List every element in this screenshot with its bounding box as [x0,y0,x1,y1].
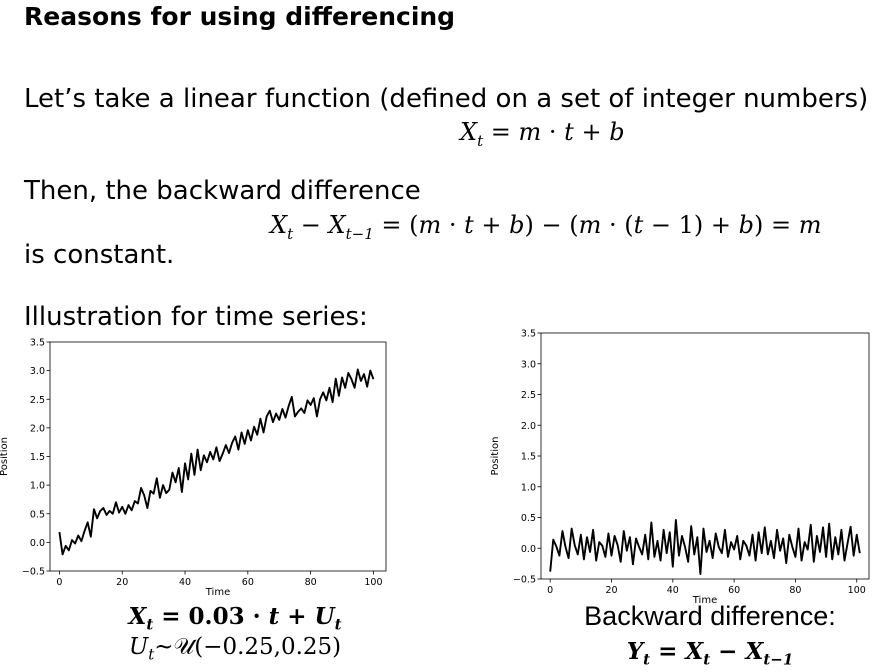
x-axis-label: Time [692,595,717,603]
x-tick-label: 20 [116,577,128,588]
x-tick-label: 0 [547,585,553,596]
y-tick-label: −0.5 [22,567,45,578]
y-tick-label: 1.0 [30,481,45,492]
is-constant-text: is constant. [24,240,175,270]
x-tick-label: 40 [179,577,191,588]
y-tick-label: 1.0 [521,482,536,493]
y-tick-label: 3.5 [521,329,536,340]
y-axis-label: Position [490,437,501,476]
y-tick-label: 2.5 [521,390,536,401]
y-tick-label: 3.0 [30,366,45,377]
series-line [549,519,861,576]
x-tick-label: 0 [56,577,62,588]
x-axis-label: Time [205,587,230,598]
intro-text: Let’s take a linear function (defined on… [24,84,869,114]
slide-title: Reasons for using differencing [24,2,456,31]
then-text: Then, the backward difference [24,176,421,206]
chart-linear-trend: −0.5 0.0 0.5 1.0 1.5 2.0 2.5 3.0 3.5 0 20 40 60 80 100… [0,338,387,598]
left-caption-line2: Ut~𝒰(−0.25,0.25) [128,634,342,664]
y-tick-label: 0.5 [30,509,45,520]
x-tick-label: 80 [305,577,317,588]
left-caption-line1: Xt = 0.03 · t + Ut [128,603,342,634]
plot-area: −0.5 0.0 0.5 1.0 1.5 2.0 2.5 3.0 3.5 0 20 40 60 80 100… [490,329,870,603]
x-tick-label: 100 [848,585,866,596]
x-tick-label: 100 [364,577,382,588]
y-tick-label: 2.0 [30,423,45,434]
linear-formula: Xt = m · t + b [460,118,625,150]
y-tick-label: 3.5 [30,338,45,349]
x-tick-label: 40 [667,585,679,596]
right-caption-line1: Backward difference: [584,601,836,631]
y-tick-label: 0.5 [521,513,536,524]
illustration-text: Illustration for time series: [24,302,368,332]
y-tick-label: −0.5 [513,575,536,586]
series-line [58,368,375,556]
y-tick-label: 1.5 [30,452,45,463]
right-caption-line2: Yt = Xt − Xt−1 [626,638,794,669]
y-tick-label: 0.0 [30,538,45,549]
y-tick-label: 1.5 [521,452,536,463]
y-tick-label: 2.0 [521,421,536,432]
x-tick-label: 60 [728,585,740,596]
y-tick-label: 2.5 [30,395,45,406]
plot-area: −0.5 0.0 0.5 1.0 1.5 2.0 2.5 3.0 3.5 0 20 40 60 80 100… [0,338,387,598]
difference-formula: Xt − Xt−1 = (m · t + b) − (m · (t − 1) +… [270,211,822,243]
chart-backward-difference: −0.5 0.0 0.5 1.0 1.5 2.0 2.5 3.0 3.5 0 20 40 60 80 100… [490,329,870,603]
x-tick-label: 80 [789,585,801,596]
y-axis-label: Position [0,437,10,476]
x-tick-label: 20 [605,585,617,596]
x-tick-label: 60 [242,577,254,588]
y-tick-label: 0.0 [521,544,536,555]
y-tick-label: 3.0 [521,359,536,370]
